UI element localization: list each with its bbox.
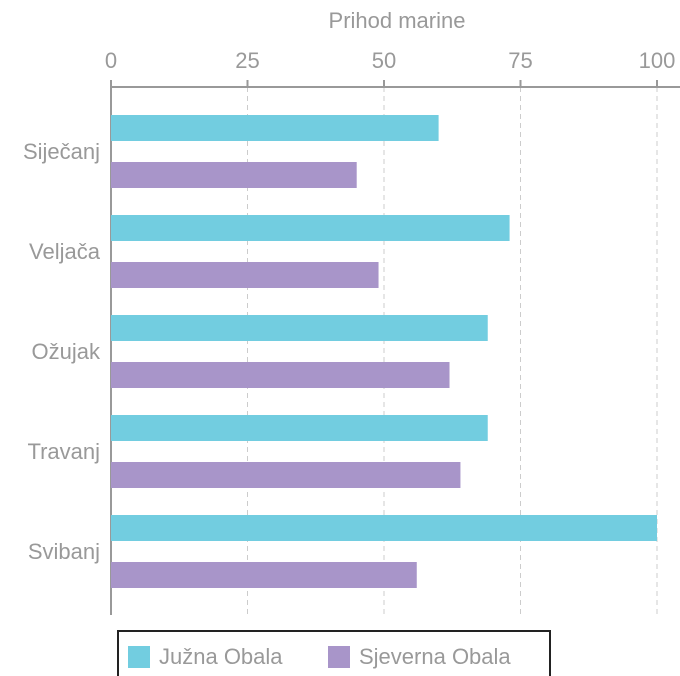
x-tick-label: 100	[639, 48, 676, 73]
y-tick-label: Ožujak	[32, 339, 101, 364]
y-tick-label: Siječanj	[23, 139, 100, 164]
bar	[111, 362, 450, 388]
y-tick-label: Svibanj	[28, 539, 100, 564]
x-tick-label: 25	[235, 48, 259, 73]
bar	[111, 162, 357, 188]
legend-label: Sjeverna Obala	[359, 644, 511, 669]
bar	[111, 262, 379, 288]
y-tick-label: Travanj	[27, 439, 100, 464]
axis-title: Prihod marine	[329, 8, 466, 33]
bar	[111, 215, 510, 241]
bar	[111, 515, 657, 541]
bar	[111, 415, 488, 441]
x-tick-label: 50	[372, 48, 396, 73]
bar	[111, 115, 439, 141]
legend-swatch	[328, 646, 350, 668]
legend-swatch	[128, 646, 150, 668]
bar	[111, 315, 488, 341]
legend-label: Južna Obala	[159, 644, 283, 669]
y-tick-label: Veljača	[29, 239, 101, 264]
bar	[111, 462, 461, 488]
x-tick-label: 0	[105, 48, 117, 73]
x-tick-label: 75	[508, 48, 532, 73]
bar	[111, 562, 417, 588]
